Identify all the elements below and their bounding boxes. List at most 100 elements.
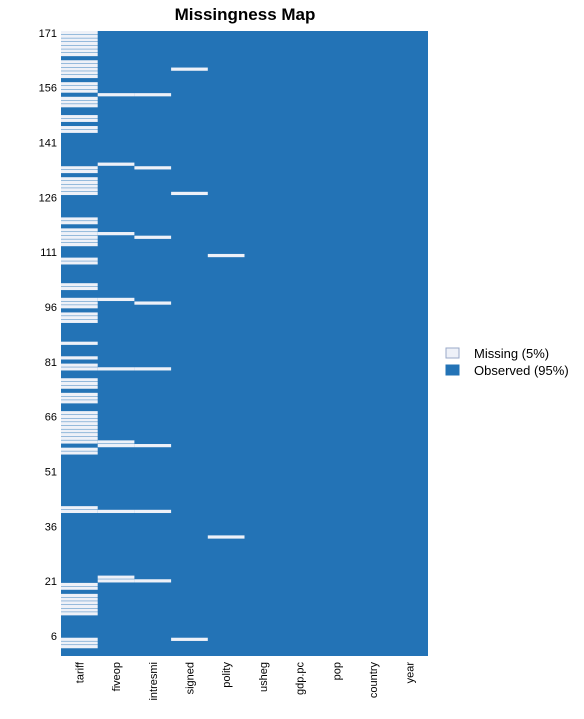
missing-cell-tariff-115	[61, 235, 98, 239]
missing-cell-tariff-13	[61, 608, 98, 612]
y-tick-label-36: 36	[45, 521, 57, 533]
missing-cell-tariff-97	[61, 301, 98, 305]
x-tick-label-country: country	[368, 662, 380, 699]
missing-cell-tariff-157	[61, 82, 98, 86]
legend-label-missing: Missing (5%)	[474, 346, 549, 361]
missing-cell-tariff-171	[61, 31, 98, 35]
missing-cell-intresmi-97	[134, 301, 172, 305]
missing-cell-tariff-14	[61, 604, 98, 609]
legend-swatch-missing	[445, 347, 460, 359]
missing-cell-tariff-93	[61, 316, 98, 320]
missing-cell-tariff-56	[61, 451, 98, 455]
missing-cell-tariff-134	[61, 166, 98, 170]
missing-cell-tariff-61	[61, 433, 98, 437]
missing-cell-intresmi-40	[134, 509, 172, 514]
y-tick-label-96: 96	[45, 302, 57, 314]
missing-cell-fiveop-154	[97, 93, 135, 97]
missing-cell-tariff-120	[61, 217, 98, 221]
missing-cell-tariff-72	[61, 392, 98, 397]
chart-title: Missingness Map	[175, 5, 316, 24]
missing-cell-tariff-169	[61, 38, 98, 42]
missing-cell-tariff-162	[61, 63, 98, 68]
missing-cell-tariff-79	[61, 367, 98, 371]
missing-cell-tariff-165	[61, 52, 98, 57]
missing-cell-tariff-86	[61, 341, 98, 345]
missing-cell-tariff-131	[61, 177, 98, 181]
x-tick-label-tariff: tariff	[74, 661, 86, 683]
missing-cell-polity-110	[207, 253, 245, 258]
missing-cell-tariff-119	[61, 221, 98, 225]
y-tick-label-156: 156	[39, 83, 57, 95]
missing-cell-tariff-129	[61, 184, 98, 188]
observed-area	[61, 31, 428, 656]
missing-cell-tariff-153	[61, 96, 98, 101]
missing-cell-intresmi-154	[134, 93, 172, 97]
missing-cell-tariff-147	[61, 118, 98, 122]
missing-cell-signed-5	[171, 637, 208, 641]
legend-swatch-observed	[445, 364, 460, 376]
missing-cell-tariff-62	[61, 429, 98, 433]
x-tick-label-signed: signed	[184, 662, 196, 694]
missing-cell-tariff-92	[61, 319, 98, 323]
missing-cell-tariff-101	[61, 286, 98, 291]
missing-cell-tariff-3	[61, 645, 98, 649]
missing-cell-fiveop-22	[97, 575, 135, 579]
missing-cell-tariff-19	[61, 586, 98, 590]
missing-cell-intresmi-58	[134, 444, 172, 448]
y-tick-label-126: 126	[39, 192, 57, 204]
x-tick-label-fiveop: fiveop	[111, 662, 123, 691]
missing-cell-tariff-163	[61, 60, 98, 64]
missing-cell-tariff-127	[61, 191, 98, 196]
y-tick-label-171: 171	[39, 28, 57, 40]
missing-cell-tariff-5	[61, 637, 98, 641]
x-tick-label-intresmi: intresmi	[148, 662, 160, 701]
missing-cell-intresmi-115	[134, 235, 172, 239]
missing-cell-tariff-12	[61, 612, 98, 616]
y-tick-label-141: 141	[39, 137, 57, 149]
missing-cell-tariff-71	[61, 396, 98, 400]
missing-cell-tariff-4	[61, 641, 98, 645]
missing-cell-intresmi-134	[134, 166, 172, 170]
missing-cell-tariff-17	[61, 593, 98, 598]
missing-cell-fiveop-98	[97, 297, 135, 302]
x-tick-label-usheg: usheg	[258, 662, 270, 692]
missing-cell-fiveop-135	[97, 162, 135, 166]
missing-cell-tariff-64	[61, 422, 98, 426]
missing-cell-tariff-80	[61, 363, 98, 367]
missing-cell-tariff-117	[61, 228, 98, 232]
missing-cell-tariff-133	[61, 169, 98, 174]
x-tick-label-year: year	[405, 662, 417, 684]
missing-cell-tariff-152	[61, 100, 98, 104]
missing-cell-tariff-98	[61, 297, 98, 302]
missing-cell-tariff-94	[61, 312, 98, 316]
missing-cell-tariff-59	[61, 440, 98, 444]
missing-cell-tariff-82	[61, 356, 98, 360]
missing-cell-tariff-75	[61, 381, 98, 386]
missing-cell-fiveop-58	[97, 444, 135, 448]
missing-cell-intresmi-21	[134, 579, 172, 583]
y-tick-label-51: 51	[45, 466, 57, 478]
missing-cell-tariff-145	[61, 126, 98, 130]
legend-label-observed: Observed (95%)	[474, 363, 569, 378]
missing-cell-fiveop-79	[97, 367, 135, 371]
missing-cell-tariff-66	[61, 414, 98, 418]
missing-cell-fiveop-116	[97, 232, 135, 236]
missing-cell-tariff-170	[61, 34, 98, 38]
x-tick-label-pop: pop	[331, 662, 343, 680]
missing-cell-tariff-63	[61, 425, 98, 429]
missing-cell-fiveop-21	[97, 579, 135, 583]
missing-cell-tariff-65	[61, 418, 98, 422]
missing-cell-tariff-16	[61, 597, 98, 601]
missing-cell-tariff-128	[61, 188, 98, 192]
x-tick-label-polity: polity	[221, 662, 233, 688]
missing-cell-tariff-15	[61, 601, 98, 605]
missing-cell-tariff-116	[61, 232, 98, 236]
missing-cell-tariff-148	[61, 115, 98, 119]
missing-cell-tariff-161	[61, 67, 98, 71]
y-tick-label-66: 66	[45, 412, 57, 424]
missing-cell-polity-33	[207, 535, 245, 539]
y-tick-label-81: 81	[45, 357, 57, 369]
missing-cell-tariff-60	[61, 436, 98, 440]
missing-cell-tariff-67	[61, 411, 98, 415]
missing-cell-tariff-108	[61, 261, 98, 265]
